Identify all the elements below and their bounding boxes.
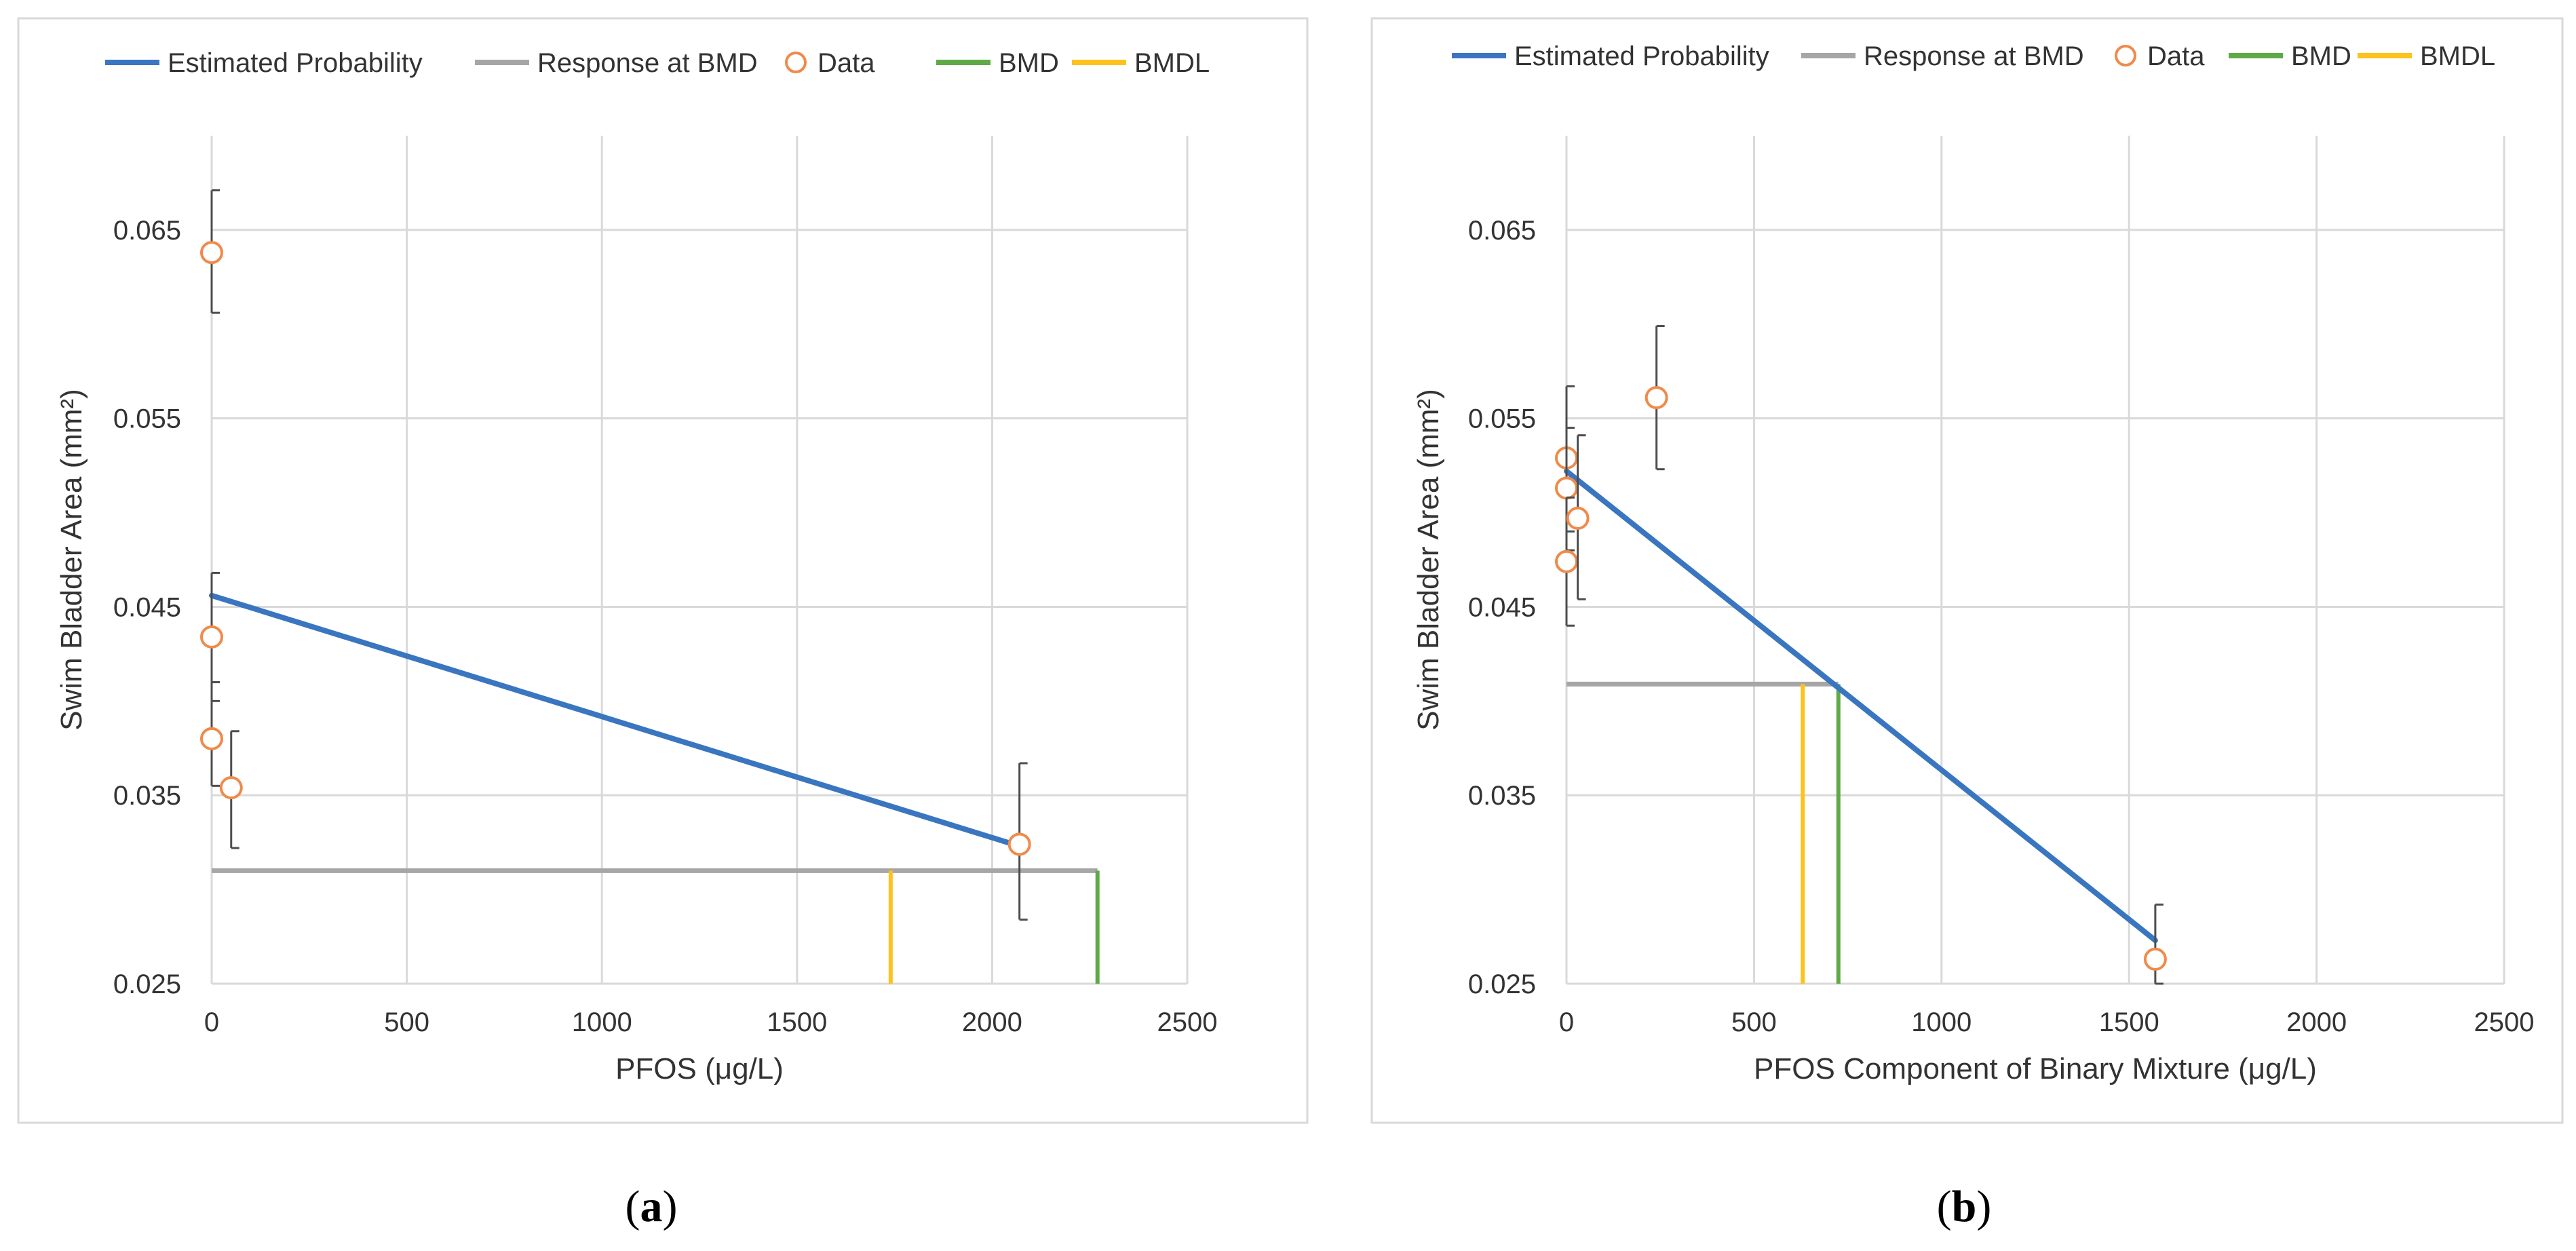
legend-label-bmd: BMD <box>2291 41 2351 71</box>
y-tick-label: 0.045 <box>1468 592 1536 622</box>
legend-swatch-data <box>785 52 807 73</box>
panel-caption-open: ( <box>1937 1182 1952 1231</box>
x-tick-label: 1000 <box>572 1007 632 1037</box>
x-axis-title: PFOS (μg/L) <box>615 1052 784 1085</box>
chart-frame <box>1370 17 2564 1124</box>
legend-label-bmd: BMD <box>999 48 1059 78</box>
data-point <box>200 727 223 750</box>
x-tick-label: 1500 <box>767 1007 827 1037</box>
x-tick-label: 2500 <box>2474 1007 2535 1037</box>
y-tick-label: 0.065 <box>1468 216 1536 246</box>
x-tick-label: 0 <box>204 1007 219 1037</box>
y-tick-label: 0.065 <box>113 216 181 246</box>
panel-caption-letter: b <box>1952 1182 1977 1231</box>
x-tick-label: 1000 <box>1911 1007 1972 1037</box>
y-tick-label: 0.035 <box>1468 781 1536 811</box>
legend-label-data: Data <box>2147 41 2205 71</box>
data-point <box>1645 386 1668 410</box>
y-tick-label: 0.025 <box>1468 969 1536 999</box>
y-tick-label: 0.055 <box>113 404 181 434</box>
y-tick-label: 0.025 <box>113 969 181 999</box>
data-point <box>219 776 243 800</box>
panel-caption-open: ( <box>626 1182 640 1231</box>
data-point <box>1555 476 1578 500</box>
y-axis-title: Swim Bladder Area (mm²) <box>1412 389 1445 731</box>
data-point <box>1007 832 1031 856</box>
y-tick-label: 0.055 <box>1468 404 1536 434</box>
legend-label-data: Data <box>818 48 875 78</box>
legend: Estimated Probability Response at BMD Data… <box>105 48 1210 78</box>
estimated-probability-line <box>1564 468 2158 944</box>
legend-swatch-data <box>2115 45 2136 66</box>
data-point <box>1555 550 1578 573</box>
x-tick-label: 2000 <box>962 1007 1022 1037</box>
x-tick-label: 0 <box>1559 1007 1574 1037</box>
legend-label-bmdl: BMDL <box>2420 41 2495 71</box>
x-tick-label: 500 <box>384 1007 429 1037</box>
y-axis-title: Swim Bladder Area (mm²) <box>55 389 88 731</box>
data-point <box>200 241 223 265</box>
y-tick-label: 0.045 <box>113 592 181 622</box>
chart-panel-a: 0 500 1000 1500 2000 2500 0.025 0.035 0.045 0.055… <box>17 17 1309 1231</box>
legend-label-estimated: Estimated Probability <box>1514 41 1769 71</box>
panel-caption: (b) <box>1937 1182 1992 1231</box>
x-tick-label: 500 <box>1731 1007 1777 1037</box>
data-point <box>2143 947 2167 971</box>
legend-label-bmdl: BMDL <box>1134 48 1210 78</box>
legend: Estimated Probability Response at BMD Data… <box>1452 41 2495 71</box>
panel-caption: (a) <box>626 1182 678 1231</box>
legend-label-response: Response at BMD <box>1864 41 2084 71</box>
panel-caption-close: ) <box>663 1182 678 1231</box>
chart-panel-b: 0 500 1000 1500 2000 2500 0.025 0.035 0.045 0.055… <box>1370 17 2564 1231</box>
panel-caption-close: ) <box>1976 1182 1991 1231</box>
x-axis-title: PFOS Component of Binary Mixture (μg/L) <box>1754 1052 2317 1085</box>
x-tick-label: 1500 <box>2099 1007 2159 1037</box>
chart-frame <box>17 17 1309 1124</box>
y-tick-label: 0.035 <box>113 781 181 811</box>
legend-label-estimated: Estimated Probability <box>168 48 423 78</box>
legend-label-response: Response at BMD <box>537 48 758 78</box>
data-point <box>1566 506 1590 530</box>
x-tick-label: 2000 <box>2286 1007 2347 1037</box>
x-tick-label: 2500 <box>1157 1007 1218 1037</box>
data-point <box>200 625 223 649</box>
panel-caption-letter: a <box>640 1182 663 1231</box>
estimated-probability-line <box>209 592 1022 849</box>
